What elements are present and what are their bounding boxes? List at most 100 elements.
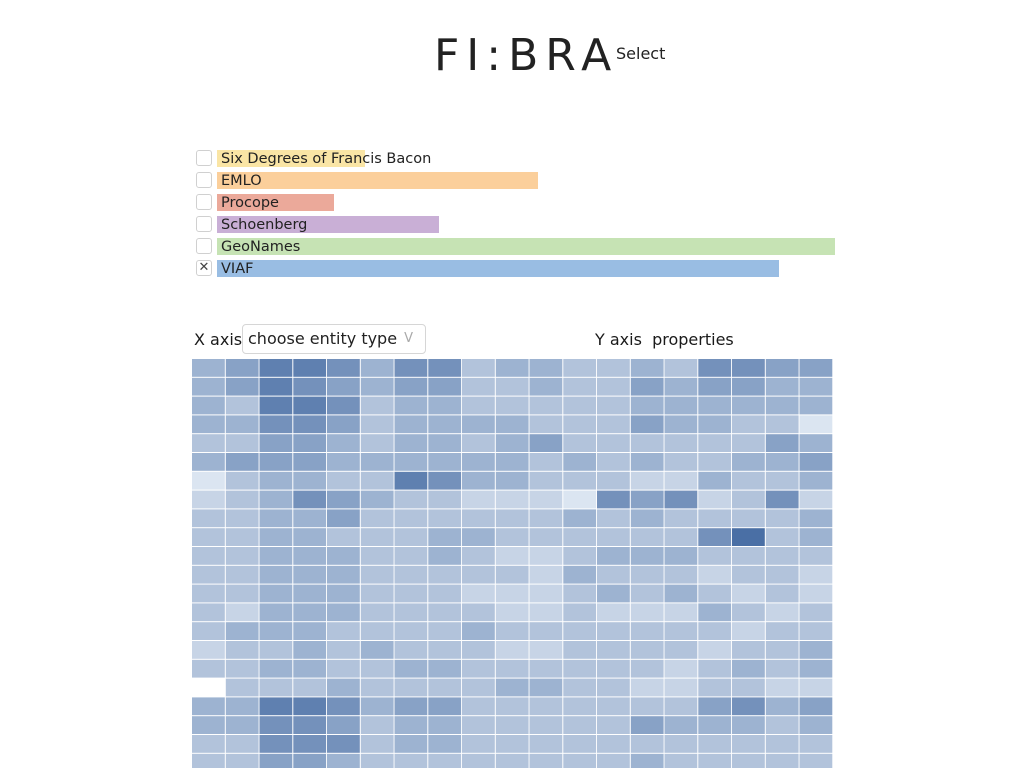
heatmap-cell[interactable]	[597, 396, 630, 415]
heatmap-cell[interactable]	[698, 471, 732, 490]
heatmap-cell[interactable]	[462, 735, 495, 753]
heatmap-cell[interactable]	[293, 434, 327, 452]
heatmap-cell[interactable]	[428, 490, 462, 509]
heatmap-cell[interactable]	[327, 415, 360, 434]
heatmap-cell[interactable]	[799, 509, 833, 528]
heatmap-cell[interactable]	[765, 490, 799, 509]
heatmap-cell[interactable]	[630, 603, 664, 622]
heatmap-cell[interactable]	[529, 377, 563, 396]
heatmap-cell[interactable]	[529, 528, 563, 546]
heatmap-cell[interactable]	[293, 697, 327, 716]
heatmap-cell[interactable]	[529, 584, 563, 603]
heatmap-cell[interactable]	[630, 697, 664, 716]
heatmap-cell[interactable]	[630, 396, 664, 415]
heatmap-cell[interactable]	[360, 547, 394, 565]
heatmap-cell[interactable]	[327, 584, 360, 603]
heatmap-cell[interactable]	[630, 641, 664, 659]
heatmap-cell[interactable]	[192, 490, 225, 509]
heatmap-cell[interactable]	[428, 509, 462, 528]
heatmap-cell[interactable]	[192, 716, 225, 734]
heatmap-cell[interactable]	[698, 678, 732, 697]
heatmap-cell[interactable]	[428, 396, 462, 415]
heatmap-cell[interactable]	[732, 434, 765, 452]
heatmap-cell[interactable]	[192, 396, 225, 415]
heatmap-cell[interactable]	[225, 490, 259, 509]
heatmap-cell[interactable]	[799, 547, 833, 565]
heatmap-cell[interactable]	[698, 622, 732, 640]
heatmap-cell[interactable]	[563, 471, 597, 490]
heatmap-cell[interactable]	[428, 659, 462, 678]
heatmap-cell[interactable]	[563, 377, 597, 396]
heatmap-cell[interactable]	[765, 509, 799, 528]
heatmap-cell[interactable]	[293, 471, 327, 490]
heatmap-cell[interactable]	[225, 565, 259, 584]
heatmap-cell[interactable]	[495, 415, 529, 434]
heatmap-cell[interactable]	[664, 697, 698, 716]
heatmap-cell[interactable]	[597, 641, 630, 659]
heatmap-cell[interactable]	[563, 509, 597, 528]
heatmap-cell[interactable]	[765, 735, 799, 753]
heatmap-cell[interactable]	[799, 396, 833, 415]
heatmap-cell[interactable]	[225, 678, 259, 697]
heatmap-cell[interactable]	[698, 641, 732, 659]
heatmap-cell[interactable]	[360, 641, 394, 659]
heatmap-cell[interactable]	[495, 716, 529, 734]
heatmap-cell[interactable]	[698, 697, 732, 716]
heatmap-cell[interactable]	[664, 471, 698, 490]
heatmap-cell[interactable]	[394, 603, 428, 622]
heatmap-cell[interactable]	[664, 396, 698, 415]
heatmap-cell[interactable]	[259, 584, 293, 603]
heatmap-cell[interactable]	[563, 753, 597, 768]
heatmap-cell[interactable]	[630, 716, 664, 734]
heatmap-cell[interactable]	[259, 490, 293, 509]
heatmap-cell[interactable]	[428, 753, 462, 768]
heatmap-cell[interactable]	[495, 584, 529, 603]
source-checkbox[interactable]	[196, 238, 212, 254]
heatmap-cell[interactable]	[563, 359, 597, 377]
heatmap-cell[interactable]	[293, 547, 327, 565]
heatmap-cell[interactable]	[259, 659, 293, 678]
heatmap-cell[interactable]	[293, 753, 327, 768]
heatmap-cell[interactable]	[428, 434, 462, 452]
heatmap-cell[interactable]	[732, 697, 765, 716]
source-checkbox[interactable]	[196, 150, 212, 166]
heatmap-cell[interactable]	[495, 471, 529, 490]
heatmap-cell[interactable]	[495, 453, 529, 471]
heatmap-cell[interactable]	[698, 735, 732, 753]
heatmap-cell[interactable]	[259, 678, 293, 697]
heatmap-cell[interactable]	[765, 528, 799, 546]
heatmap-cell[interactable]	[462, 678, 495, 697]
heatmap-cell[interactable]	[259, 434, 293, 452]
heatmap-cell[interactable]	[495, 528, 529, 546]
heatmap-cell[interactable]	[428, 415, 462, 434]
heatmap-cell[interactable]	[495, 547, 529, 565]
heatmap-cell[interactable]	[495, 697, 529, 716]
heatmap-cell[interactable]	[394, 528, 428, 546]
heatmap-cell[interactable]	[495, 622, 529, 640]
heatmap-cell[interactable]	[799, 415, 833, 434]
heatmap-cell[interactable]	[597, 753, 630, 768]
heatmap-cell[interactable]	[732, 584, 765, 603]
heatmap-cell[interactable]	[192, 528, 225, 546]
heatmap-cell[interactable]	[799, 603, 833, 622]
heatmap-cell[interactable]	[529, 490, 563, 509]
heatmap-cell[interactable]	[698, 453, 732, 471]
heatmap-cell[interactable]	[597, 359, 630, 377]
heatmap-cell[interactable]	[327, 434, 360, 452]
heatmap-cell[interactable]	[327, 471, 360, 490]
heatmap-cell[interactable]	[360, 377, 394, 396]
heatmap-cell[interactable]	[698, 377, 732, 396]
heatmap-cell[interactable]	[293, 716, 327, 734]
heatmap-cell[interactable]	[293, 565, 327, 584]
heatmap-cell[interactable]	[799, 659, 833, 678]
heatmap-cell[interactable]	[192, 603, 225, 622]
heatmap-cell[interactable]	[765, 377, 799, 396]
heatmap-cell[interactable]	[259, 716, 293, 734]
heatmap-cell[interactable]	[225, 547, 259, 565]
heatmap-cell[interactable]	[462, 753, 495, 768]
heatmap-cell[interactable]	[259, 528, 293, 546]
heatmap-cell[interactable]	[630, 509, 664, 528]
heatmap-cell[interactable]	[664, 547, 698, 565]
heatmap-cell[interactable]	[664, 678, 698, 697]
heatmap-cell[interactable]	[394, 641, 428, 659]
